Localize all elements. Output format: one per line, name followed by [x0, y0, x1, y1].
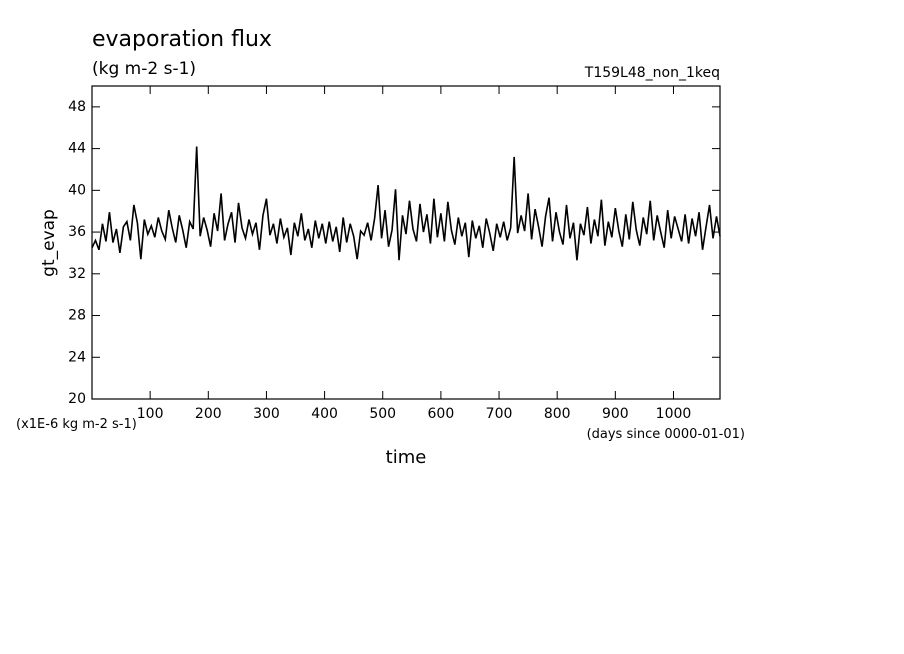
data-line [91, 146, 721, 261]
x-tick-label: 100 [137, 406, 164, 422]
y-tick-label: 48 [68, 99, 86, 115]
x-tick-label: 300 [253, 406, 280, 422]
y-tick-label: 28 [68, 308, 86, 324]
y-axis-label: gt_evap [39, 209, 59, 277]
x-tick-label: 400 [311, 406, 338, 422]
x-axis-label: time [386, 447, 427, 468]
plot-frame [91, 85, 721, 400]
y-tick-label: 32 [68, 266, 86, 282]
chart-title: evaporation flux [92, 27, 272, 52]
x-tick-label: 600 [428, 406, 455, 422]
x-tick-label: 900 [602, 406, 629, 422]
y-tick-label: 44 [68, 141, 86, 157]
chart-subtitle: (kg m-2 s-1) [92, 59, 196, 79]
x-tick-label: 200 [195, 406, 222, 422]
x-tick-label: 800 [544, 406, 571, 422]
y-unit: (x1E-6 kg m-2 s-1) [16, 417, 137, 432]
annotation: T159L48_non_1keq [584, 65, 720, 81]
y-tick-label: 24 [68, 349, 86, 365]
y-tick-label: 20 [68, 391, 86, 407]
y-tick-label: 36 [68, 224, 86, 240]
y-tick-label: 40 [68, 182, 86, 198]
x-tick-label: 500 [369, 406, 396, 422]
x-tick-label: 700 [486, 406, 513, 422]
x-unit: (days since 0000-01-01) [587, 427, 745, 442]
x-tick-label: 1000 [656, 406, 692, 422]
